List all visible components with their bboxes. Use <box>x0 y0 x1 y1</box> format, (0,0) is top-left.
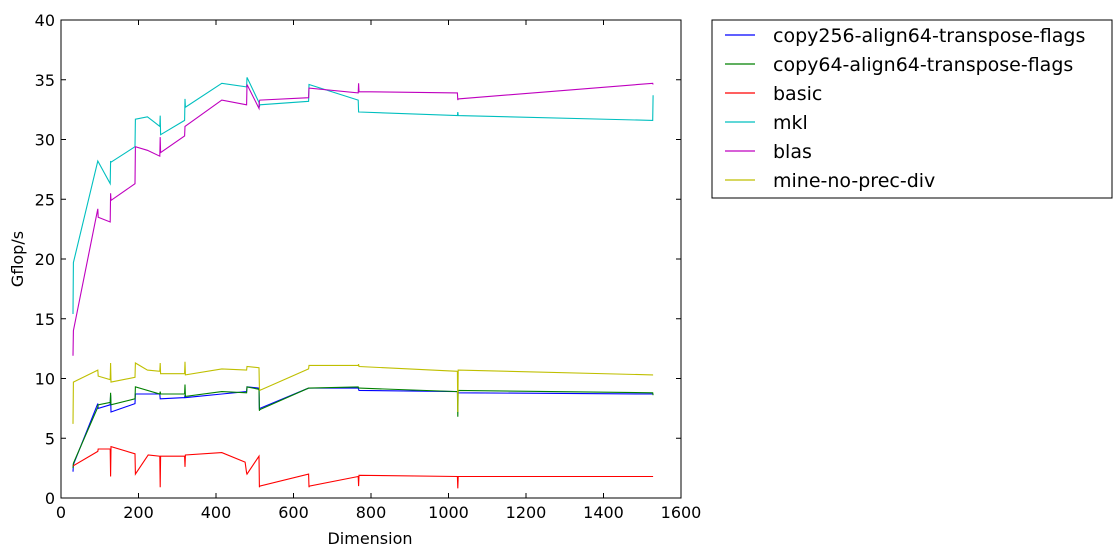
series-line-2 <box>72 384 654 469</box>
x-tick-label: 1400 <box>583 503 624 522</box>
x-tick-label: 0 <box>56 503 66 522</box>
series-line-4 <box>72 77 654 315</box>
x-tick-label: 800 <box>356 503 387 522</box>
x-tick-label: 1600 <box>661 503 702 522</box>
legend-label-2: copy64-align64-transpose-flags <box>773 54 1073 76</box>
legend-items: copy256-align64-transpose-flags copy64-al… <box>725 25 1085 192</box>
y-tick-label: 30 <box>35 131 55 150</box>
series-line-3 <box>73 445 654 489</box>
series-layer <box>72 77 654 489</box>
y-tick-label: 20 <box>35 250 55 269</box>
legend: copy256-align64-transpose-flags copy64-al… <box>711 19 1113 199</box>
y-tick-label: 35 <box>35 71 55 90</box>
series-line-6 <box>72 361 654 424</box>
y-tick-label: 5 <box>45 429 55 448</box>
legend-label-3: basic <box>773 83 822 105</box>
y-tick-label: 0 <box>45 489 55 508</box>
y-tick-label: 10 <box>35 370 55 389</box>
legend-label-1: copy256-align64-transpose-flags <box>773 25 1085 47</box>
y-tick-label: 15 <box>35 310 55 329</box>
legend-label-4: mkl <box>773 112 808 134</box>
x-tick-label: 1000 <box>428 503 469 522</box>
x-axis-label: Dimension <box>327 529 412 548</box>
x-tick-label: 1200 <box>506 503 547 522</box>
y-tick-label: 25 <box>35 190 55 209</box>
legend-label-5: blas <box>773 141 812 163</box>
legend-box <box>711 19 1113 199</box>
x-tick-label: 400 <box>201 503 232 522</box>
series-line-5 <box>72 82 654 356</box>
tick-layer: 0 200 400 600 800 1000 1200 1400 1600 0 5 10 15 20 25 3… <box>35 11 702 522</box>
legend-label-6: mine-no-prec-div <box>773 170 935 192</box>
plot-background <box>61 20 681 498</box>
y-axis-label: Gflop/s <box>8 231 27 287</box>
y-tick-label: 40 <box>35 11 55 30</box>
x-tick-label: 200 <box>123 503 154 522</box>
x-tick-label: 600 <box>278 503 309 522</box>
